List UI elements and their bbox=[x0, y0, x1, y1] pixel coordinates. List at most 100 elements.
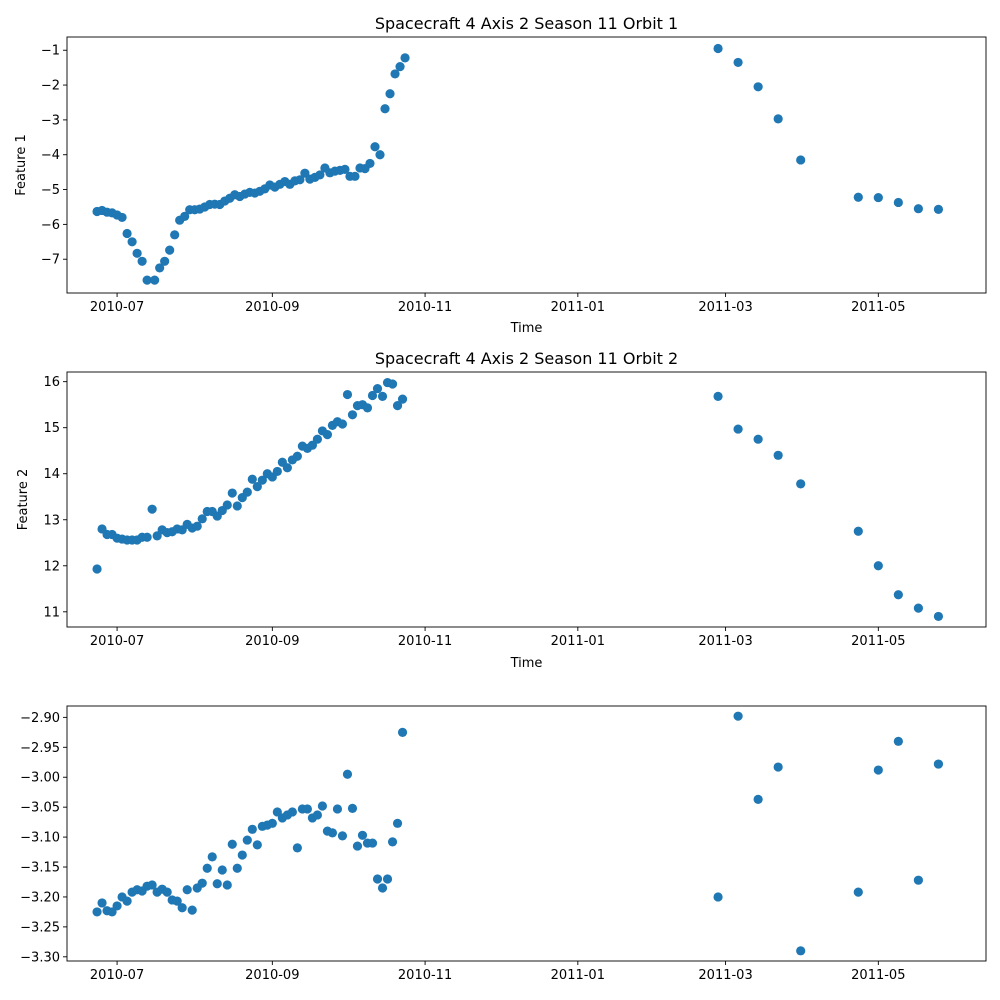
data-point bbox=[390, 69, 400, 79]
data-point bbox=[170, 230, 180, 240]
chart-panel-1: 2010-07 2010-09 2010-11 2011-01 2011-03 2011-… bbox=[14, 14, 987, 336]
data-point bbox=[160, 256, 170, 266]
data-point bbox=[400, 53, 410, 63]
chart-title: Spacecraft 4 Axis 2 Season 11 Orbit 2 bbox=[375, 349, 678, 368]
data-point bbox=[347, 803, 358, 813]
y-tick-label: −3.05 bbox=[20, 801, 60, 816]
plot-frame bbox=[66, 371, 987, 628]
data-point bbox=[252, 840, 262, 850]
data-point bbox=[132, 248, 142, 258]
data-point bbox=[397, 394, 408, 404]
data-point bbox=[913, 875, 923, 885]
data-point bbox=[713, 892, 723, 902]
y-tick-label: 11 bbox=[43, 605, 60, 620]
chart-panel-3: 2010-07 2010-09 2010-11 2011-01 2011-03 2011-… bbox=[20, 705, 987, 983]
y-tick-label: 14 bbox=[43, 467, 60, 482]
x-tick-label: 2011-05 bbox=[851, 634, 905, 649]
data-point bbox=[172, 896, 182, 906]
y-tick-label: −3.30 bbox=[20, 950, 60, 965]
data-point bbox=[312, 810, 323, 820]
data-point bbox=[257, 475, 267, 485]
data-point bbox=[713, 391, 723, 401]
data-point bbox=[342, 769, 353, 779]
data-point bbox=[292, 451, 302, 461]
data-point bbox=[155, 263, 165, 273]
data-point bbox=[247, 474, 257, 484]
data-point bbox=[292, 843, 302, 853]
data-point bbox=[127, 237, 137, 247]
x-tick-label: 2011-01 bbox=[551, 634, 605, 649]
x-tick-label: 2011-03 bbox=[698, 300, 752, 315]
data-point bbox=[177, 903, 187, 913]
data-point bbox=[207, 852, 217, 862]
data-point bbox=[282, 463, 292, 473]
x-tick-label: 2011-05 bbox=[851, 968, 905, 983]
data-point bbox=[893, 197, 903, 208]
data-point bbox=[342, 389, 353, 400]
y-tick-label: 12 bbox=[43, 559, 60, 574]
x-tick-label: 2011-01 bbox=[551, 968, 605, 983]
y-tick-label: 15 bbox=[43, 421, 60, 436]
y-axis-label: Feature 1 bbox=[14, 134, 29, 196]
data-point bbox=[362, 403, 373, 413]
data-point bbox=[242, 835, 252, 845]
data-point bbox=[375, 150, 385, 160]
data-point bbox=[853, 192, 863, 202]
y-tick-label: −2.95 bbox=[20, 741, 60, 756]
data-point bbox=[367, 390, 378, 401]
x-axis-label: Time bbox=[510, 321, 543, 336]
y-tick-label: 16 bbox=[43, 375, 60, 390]
data-point bbox=[317, 801, 328, 811]
data-point bbox=[232, 863, 242, 873]
data-point bbox=[187, 905, 197, 915]
data-point bbox=[350, 171, 360, 181]
y-tick-label: −5 bbox=[41, 183, 60, 198]
data-point bbox=[197, 514, 207, 524]
data-point bbox=[796, 479, 806, 489]
data-point bbox=[222, 500, 232, 510]
data-point bbox=[322, 429, 333, 440]
data-point bbox=[853, 526, 863, 536]
data-point bbox=[147, 880, 157, 890]
plot-frame bbox=[66, 705, 987, 962]
data-point bbox=[933, 611, 944, 622]
data-point bbox=[232, 501, 242, 511]
data-point bbox=[247, 824, 257, 834]
data-point bbox=[147, 504, 157, 514]
data-point bbox=[312, 434, 323, 444]
data-point bbox=[796, 946, 806, 956]
data-point bbox=[337, 831, 348, 841]
y-tick-label: −3 bbox=[41, 113, 60, 128]
data-point bbox=[733, 57, 743, 68]
data-point bbox=[753, 82, 763, 92]
x-tick-label: 2011-01 bbox=[551, 300, 605, 315]
data-point bbox=[117, 212, 127, 223]
data-point bbox=[212, 879, 222, 889]
data-point bbox=[180, 211, 190, 221]
data-point bbox=[796, 155, 806, 165]
data-point bbox=[202, 863, 212, 873]
y-tick-label: −3.10 bbox=[20, 831, 60, 846]
data-point bbox=[773, 114, 783, 124]
x-tick-label: 2010-09 bbox=[245, 968, 299, 983]
data-point bbox=[753, 794, 763, 804]
x-tick-label: 2010-11 bbox=[398, 968, 452, 983]
data-point bbox=[97, 898, 107, 908]
x-tick-label: 2010-11 bbox=[398, 634, 452, 649]
data-point bbox=[332, 804, 343, 814]
data-point bbox=[295, 175, 305, 185]
data-point bbox=[162, 887, 172, 897]
data-point bbox=[397, 727, 408, 737]
data-point bbox=[893, 590, 903, 600]
data-point bbox=[182, 885, 192, 895]
data-point bbox=[287, 807, 297, 817]
data-point bbox=[893, 736, 903, 746]
x-tick-label: 2011-05 bbox=[851, 300, 905, 315]
chart-panel-2: 2010-07 2010-09 2010-11 2011-01 2011-03 2011-… bbox=[16, 349, 987, 671]
y-tick-label: −4 bbox=[41, 148, 60, 163]
data-point bbox=[137, 256, 147, 266]
data-point bbox=[372, 383, 383, 394]
data-point bbox=[773, 762, 783, 772]
